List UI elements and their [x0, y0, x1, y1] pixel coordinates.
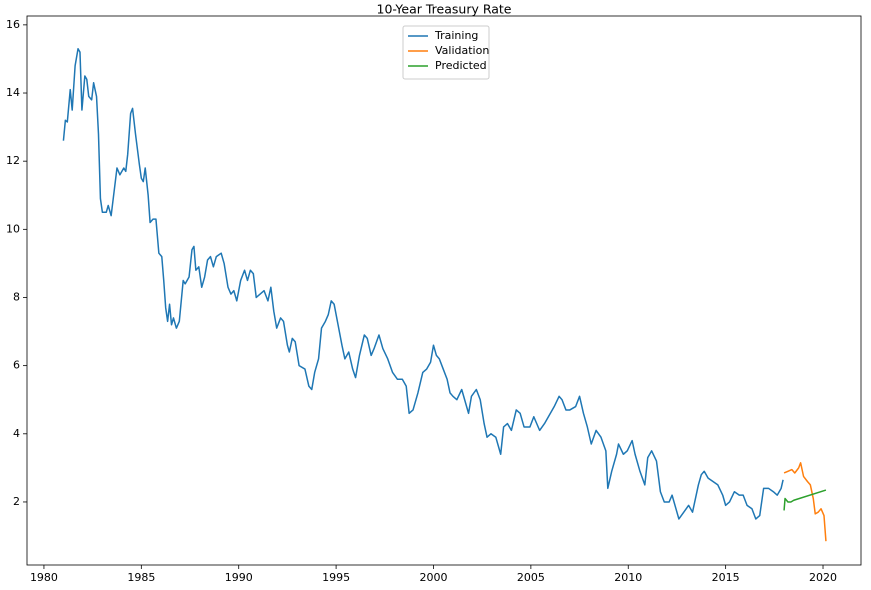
legend-label: Validation [435, 44, 489, 57]
y-tick-label: 12 [6, 154, 20, 167]
x-tick-label: 2020 [809, 571, 837, 584]
y-tick-label: 4 [13, 427, 20, 440]
y-tick-label: 10 [6, 222, 20, 235]
line-series [783, 462, 827, 542]
y-tick-label: 14 [6, 86, 20, 99]
x-tick-label: 1980 [30, 571, 58, 584]
y-tick-label: 8 [13, 290, 20, 303]
x-tick-label: 2000 [419, 571, 447, 584]
x-tick-label: 2010 [614, 571, 642, 584]
chart-title: 10-Year Treasury Rate [377, 2, 512, 17]
x-tick-label: 1990 [225, 571, 253, 584]
y-tick-label: 6 [13, 359, 20, 372]
plot-frame [26, 15, 862, 566]
legend-label: Training [434, 29, 478, 42]
line-series [62, 47, 784, 520]
x-tick-label: 1995 [322, 571, 350, 584]
legend-label: Predicted [435, 59, 487, 72]
line-series [783, 489, 827, 511]
x-tick-label: 2005 [517, 571, 545, 584]
y-tick-label: 16 [6, 18, 20, 31]
x-tick-label: 2015 [712, 571, 740, 584]
y-tick-label: 2 [13, 495, 20, 508]
legend: Training Validation Predicted [402, 25, 490, 80]
x-tick-label: 1985 [127, 571, 155, 584]
